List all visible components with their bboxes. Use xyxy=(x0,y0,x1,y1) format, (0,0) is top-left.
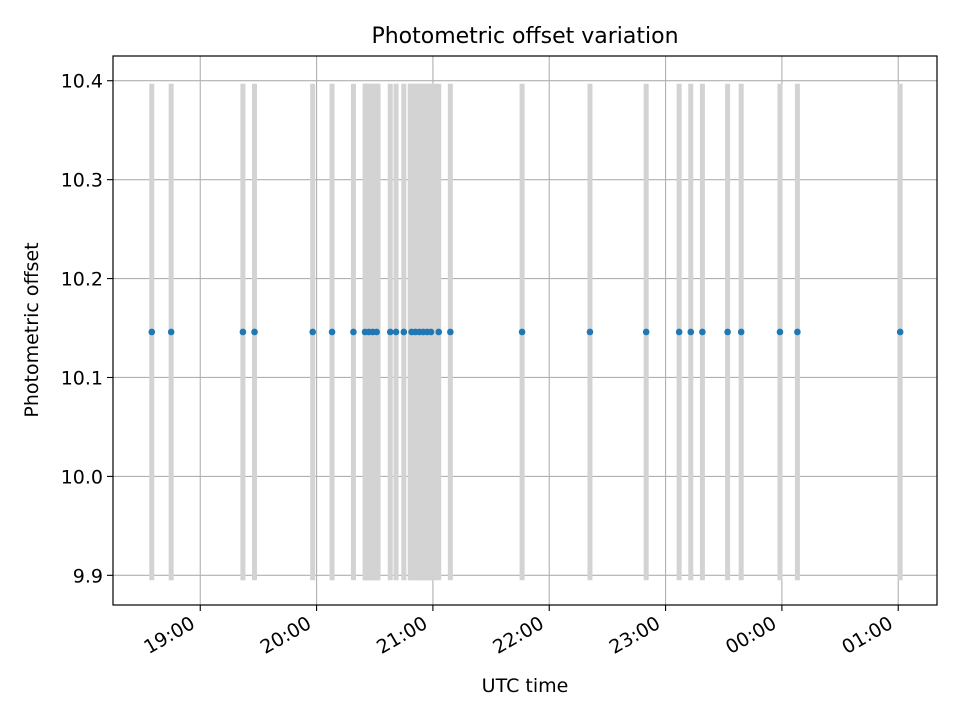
y-tick-label: 10.0 xyxy=(61,466,103,488)
y-tick-label: 10.4 xyxy=(61,71,103,93)
data-point xyxy=(447,328,454,336)
data-point xyxy=(392,328,400,336)
x-tick-label: 19:00 xyxy=(140,612,198,658)
y-axis-label: Photometric offset xyxy=(21,242,43,417)
data-point xyxy=(642,328,650,336)
data-point xyxy=(776,328,784,336)
data-point xyxy=(518,328,526,336)
y-axis-ticks: 9.9 10.0 10.1 10.2 10.3 10.4 xyxy=(61,71,113,587)
data-point xyxy=(794,328,801,336)
y-tick-label: 10.1 xyxy=(61,367,103,389)
y-tick-label: 10.2 xyxy=(61,269,103,291)
x-tick-label: 20:00 xyxy=(257,612,315,658)
data-point xyxy=(427,328,435,336)
data-point xyxy=(239,328,247,336)
data-point xyxy=(724,328,731,336)
chart-title: Photometric offset variation xyxy=(371,24,678,49)
data-point xyxy=(386,328,394,336)
data-point xyxy=(251,328,258,336)
data-point xyxy=(586,328,594,336)
data-point xyxy=(373,328,380,336)
data-point xyxy=(400,328,408,336)
data-point xyxy=(435,328,443,336)
data-point xyxy=(896,328,904,336)
y-tick-label: 9.9 xyxy=(73,565,103,587)
plot-frame xyxy=(112,55,938,606)
errorbars xyxy=(149,83,903,581)
data-point xyxy=(328,328,336,336)
x-tick-label: 22:00 xyxy=(489,612,547,658)
data-point xyxy=(350,328,357,336)
x-tick-label: 01:00 xyxy=(838,612,896,658)
data-points xyxy=(148,328,904,336)
x-tick-label: 21:00 xyxy=(373,612,431,658)
x-axis-label: UTC time xyxy=(482,675,569,697)
data-point xyxy=(309,328,316,336)
data-point xyxy=(687,328,695,336)
data-point xyxy=(167,328,175,336)
data-point xyxy=(148,328,156,336)
y-tick-label: 10.3 xyxy=(61,170,103,192)
x-axis-ticks: 19:00 20:00 21:00 22:00 23:00 00:00 01:00 xyxy=(140,605,899,659)
data-point xyxy=(699,328,706,336)
x-tick-label: 00:00 xyxy=(722,612,780,658)
data-point xyxy=(675,328,683,336)
data-point xyxy=(737,328,745,336)
x-tick-label: 23:00 xyxy=(606,612,664,658)
